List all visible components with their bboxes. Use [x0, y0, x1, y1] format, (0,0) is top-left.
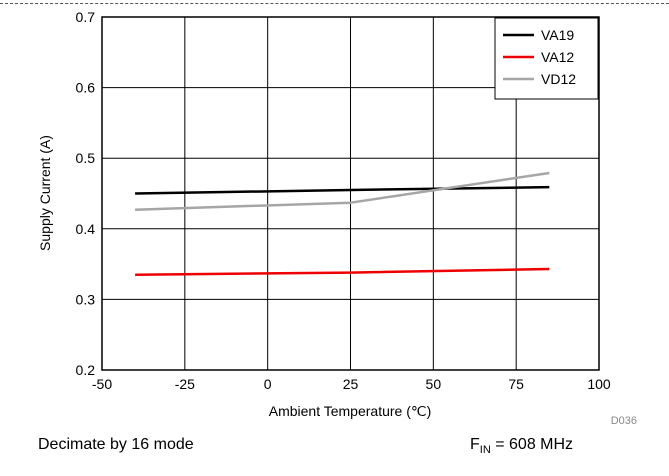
fin-value: = 608 MHz [490, 436, 574, 453]
plot-frame [101, 16, 600, 371]
tick-labels: -50 -25 0 25 50 75 100 0.2 0.3 0.4 0.5 0.6 0.7 [76, 9, 611, 392]
series-line-va19 [135, 185, 550, 195]
fin-caption: FIN = 608 MHz [470, 436, 573, 456]
x-tick-label: 100 [587, 376, 611, 392]
fin-label: F [470, 436, 480, 453]
legend-label-va19: VA19 [541, 27, 574, 43]
y-tick-label: 0.3 [76, 291, 96, 307]
x-tick-label: 25 [343, 376, 359, 392]
x-axis-label: Ambient Temperature (℃) [269, 403, 432, 419]
legend-label-va12: VA12 [541, 49, 574, 65]
y-tick-label: 0.6 [76, 80, 96, 96]
x-tick-label: 75 [508, 376, 524, 392]
top-divider [0, 3, 669, 4]
series-line-vd12 [135, 171, 550, 211]
grid-lines [102, 17, 599, 370]
legend-box [494, 17, 599, 100]
y-tick-label: 0.7 [76, 9, 96, 25]
x-tick-label: 0 [264, 376, 272, 392]
series-lines [135, 171, 550, 276]
x-tick-label: -50 [92, 376, 112, 392]
y-tick-label: 0.4 [76, 221, 96, 237]
y-axis-label: Supply Current (A) [37, 135, 53, 251]
mode-caption: Decimate by 16 mode [38, 436, 194, 453]
series-line-va12 [135, 267, 550, 276]
y-tick-label: 0.5 [76, 150, 96, 166]
fin-subscript: IN [479, 444, 491, 457]
chart-code: D036 [611, 415, 637, 427]
legend: VA19 VA12 VD12 [494, 17, 599, 100]
legend-label-vd12: VD12 [541, 71, 576, 87]
x-tick-label: -25 [175, 376, 195, 392]
y-tick-label: 0.2 [76, 362, 96, 378]
x-tick-label: 50 [426, 376, 442, 392]
